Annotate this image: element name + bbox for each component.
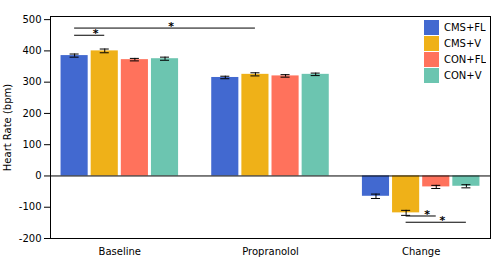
html-text:CON+V: CON+V [444,70,482,81]
svg-text:Propranolol: Propranolol [242,246,299,257]
svg-text:0: 0 [35,170,41,181]
svg-text:*: * [439,214,445,227]
html-text:CON+FL: CON+FL [444,54,486,65]
svg-text:-100: -100 [19,201,42,212]
svg-text:Change: Change [402,246,440,257]
svg-text:*: * [424,208,430,221]
svg-text:500: 500 [22,14,41,25]
svg-text:Baseline: Baseline [99,246,141,257]
svg-text:200: 200 [22,108,41,119]
svg-text:*: * [93,27,99,40]
svg-text:Heart Rate (bpm): Heart Rate (bpm) [2,84,13,171]
svg-text:*: * [168,20,174,33]
html-text:CMS+FL: CMS+FL [444,22,486,33]
svg-text:400: 400 [22,45,41,56]
html-text:CMS+V: CMS+V [444,38,482,49]
svg-text:-200: -200 [19,233,42,244]
svg-text:300: 300 [22,76,41,87]
svg-text:100: 100 [22,139,41,150]
